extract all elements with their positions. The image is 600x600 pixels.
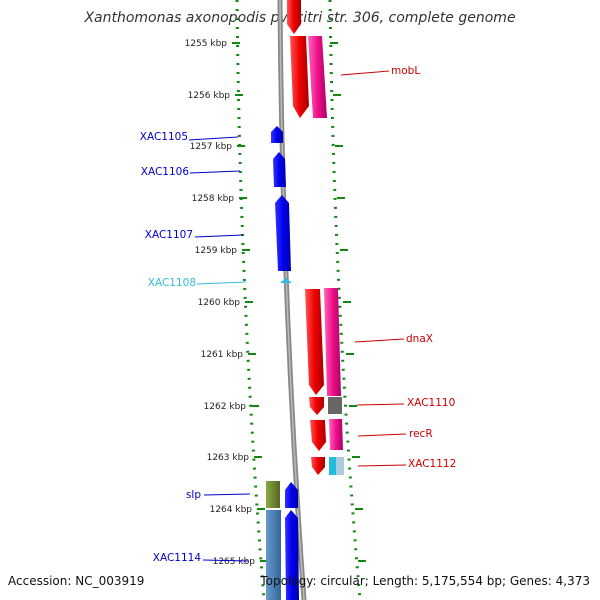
tick-label: 1265 kbp [213,557,256,567]
reverse-strand-genes [287,0,344,475]
gene-label: XAC1106 [141,166,190,178]
gene-XAC1112 [311,457,325,475]
gene-label: XAC1112 [408,458,456,470]
gene-label: XAC1114 [153,552,202,564]
gene-recR [310,420,326,451]
gene-XAC1114 [266,510,281,600]
scale-ticks: 1255 kbp 1256 kbp 1257 kbp 1258 kbp 1259 kbp… [185,39,366,567]
backbone-highlight [279,0,305,600]
gene-recR-cog [329,419,343,450]
gene-XAC1110 [309,397,324,415]
tick-label: 1261 kbp [201,350,244,360]
gene-label: XAC1108 [148,277,196,289]
tick-label: 1262 kbp [204,402,247,412]
gene-XAC1107 [275,195,291,271]
gene-dnaX [305,289,324,395]
gene-label: XAC1110 [407,397,455,409]
gene-label: XAC1107 [145,229,193,241]
gene-label: slp [186,489,201,501]
topology-text: Topology: circular; Length: 5,175,554 bp… [260,574,590,588]
gene-slp [266,481,280,508]
gene-label: dnaX [406,333,433,345]
gene-mobL [290,36,309,118]
forward-strand-genes [266,126,299,600]
tick-label: 1264 kbp [210,505,253,515]
gene-label: mobL [391,65,420,77]
gene-slp-forward [285,482,298,508]
tick-label: 1259 kbp [195,246,238,256]
gene-dnaX-cog [324,288,341,396]
tick-label: 1263 kbp [207,453,250,463]
gene-XAC1106 [273,152,286,187]
tick-label: 1257 kbp [190,142,233,152]
gene-XAC1112-cog-2 [336,457,344,475]
tick-label: 1260 kbp [198,298,241,308]
gene-top-partial [287,0,301,34]
gene-XAC1110-cog [328,397,342,414]
tick-label: 1255 kbp [185,39,228,49]
tick-label: 1258 kbp [192,194,235,204]
gene-XAC1114-forward [285,510,299,600]
gene-label: recR [409,428,433,440]
gene-XAC1105 [271,126,283,143]
tick-label: 1256 kbp [188,91,231,101]
gene-mobL-cog [308,36,327,118]
gene-callouts [188,70,407,562]
gene-label: XAC1105 [140,131,188,143]
gene-XAC1108 [280,278,292,283]
accession-text: Accession: NC_003919 [8,574,145,588]
gene-XAC1112-cog [329,457,336,475]
gene-labels: XAC1105 XAC1106 XAC1107 XAC1108 slp XAC1114 mo… [140,65,457,564]
